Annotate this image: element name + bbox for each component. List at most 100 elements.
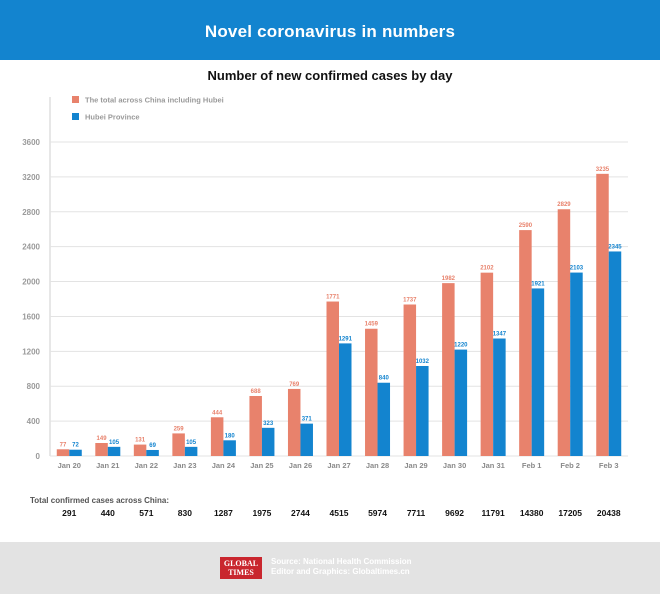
total-cases-value: 830 — [178, 508, 192, 518]
y-tick-label: 400 — [27, 417, 41, 426]
bar-total-china — [56, 449, 70, 456]
total-cases-value: 4515 — [330, 508, 349, 518]
data-label-hubei: 105 — [109, 440, 120, 446]
y-tick-label: 3600 — [22, 138, 40, 147]
total-cases-value: 291 — [62, 508, 76, 518]
total-cases-value: 20438 — [597, 508, 621, 518]
y-tick-label: 2400 — [22, 243, 40, 252]
data-label-hubei: 2103 — [570, 266, 584, 272]
data-label-total-china: 2590 — [519, 223, 533, 229]
bar-chart: 0 400 800 1200 1600 2000 2400 2800 3200 3600 77 72 J… — [22, 96, 628, 518]
bar-hubei — [184, 446, 198, 456]
data-label-hubei: 840 — [379, 376, 390, 382]
bar-total-china — [365, 328, 378, 456]
data-label-hubei: 1220 — [454, 343, 468, 349]
data-label-hubei: 1347 — [493, 332, 507, 338]
x-tick-label: Jan 30 — [443, 461, 466, 470]
data-label-hubei: 180 — [225, 433, 236, 439]
y-tick-label: 2000 — [22, 278, 40, 287]
header-banner: Novel coronavirus in numbers — [0, 0, 660, 60]
x-tick-label: Jan 29 — [404, 461, 427, 470]
bar-hubei — [223, 440, 236, 456]
source-text: Source: National Health Commission — [271, 557, 412, 566]
legend-swatch — [72, 113, 79, 120]
data-label-hubei: 105 — [186, 440, 197, 446]
bar-hubei — [107, 446, 121, 456]
data-label-hubei: 69 — [149, 443, 156, 449]
totals-label: Total confirmed cases across China: — [30, 496, 170, 505]
bar-total-china — [403, 304, 417, 456]
bar-total-china — [95, 443, 108, 456]
bar-hubei — [146, 449, 159, 456]
data-label-total-china: 688 — [251, 389, 262, 395]
x-tick-label: Jan 21 — [96, 461, 119, 470]
bar-total-china — [519, 230, 532, 456]
y-tick-label: 3200 — [22, 173, 40, 182]
bar-total-china — [480, 272, 494, 456]
data-label-total-china: 3235 — [596, 167, 610, 173]
data-label-total-china: 259 — [174, 426, 185, 432]
x-tick-label: Jan 23 — [173, 461, 196, 470]
total-cases-value: 14380 — [520, 508, 544, 518]
data-label-hubei: 371 — [302, 417, 313, 423]
bar-hubei — [493, 338, 506, 456]
bar-total-china — [442, 283, 455, 456]
total-cases-value: 571 — [139, 508, 153, 518]
bar-hubei — [377, 382, 391, 456]
data-label-total-china: 77 — [60, 442, 67, 448]
total-cases-value: 1287 — [214, 508, 233, 518]
data-label-total-china: 149 — [97, 436, 108, 442]
x-tick-label: Jan 31 — [481, 461, 504, 470]
bar-total-china — [326, 301, 339, 456]
page-title: Novel coronavirus in numbers — [204, 22, 456, 41]
bar-hubei — [261, 427, 275, 456]
x-tick-label: Feb 3 — [599, 461, 619, 470]
legend-swatch — [72, 96, 79, 103]
total-cases-value: 11791 — [482, 508, 505, 518]
y-tick-label: 0 — [36, 452, 41, 461]
data-label-total-china: 769 — [289, 382, 300, 388]
x-tick-label: Feb 2 — [560, 461, 580, 470]
bar-hubei — [531, 288, 545, 456]
bar-total-china — [172, 433, 185, 456]
y-tick-label: 1200 — [22, 347, 40, 356]
footer: GLOBAL TIMES Source: National Health Comm… — [0, 542, 660, 594]
data-label-hubei: 323 — [263, 421, 274, 427]
bar-hubei — [570, 272, 583, 456]
total-cases-value: 17205 — [558, 508, 582, 518]
x-tick-label: Jan 25 — [250, 461, 273, 470]
y-tick-label: 2800 — [22, 208, 40, 217]
total-cases-value: 440 — [101, 508, 115, 518]
data-label-hubei: 1921 — [531, 281, 545, 287]
footer-credits: Source: National Health Commission Edito… — [271, 557, 411, 577]
bar-total-china — [249, 395, 262, 456]
bar-hubei — [608, 251, 622, 456]
x-tick-label: Feb 1 — [522, 461, 542, 470]
chart-title: Number of new confirmed cases by day — [207, 68, 453, 83]
total-cases-value: 7711 — [407, 508, 426, 518]
data-label-total-china: 131 — [135, 438, 146, 444]
bar-hubei — [454, 349, 468, 456]
total-cases-value: 9692 — [445, 508, 464, 518]
bar-total-china — [596, 173, 609, 456]
data-label-hubei: 72 — [72, 443, 79, 449]
x-tick-label: Jan 26 — [289, 461, 312, 470]
data-label-hubei: 1291 — [339, 336, 353, 342]
bar-hubei — [339, 343, 352, 456]
legend-label: The total across China including Hubei — [85, 96, 224, 105]
legend-label: Hubei Province — [85, 113, 140, 122]
y-tick-label: 1600 — [22, 312, 40, 321]
y-tick-label: 800 — [27, 382, 41, 391]
bar-total-china — [287, 388, 301, 456]
bar-hubei — [416, 365, 429, 456]
bar-total-china — [210, 417, 224, 456]
data-label-hubei: 1032 — [416, 359, 430, 365]
bar-hubei — [300, 423, 313, 456]
x-tick-label: Jan 20 — [58, 461, 81, 470]
global-times-logo: GLOBAL TIMES — [220, 557, 262, 579]
x-tick-label: Jan 22 — [135, 461, 158, 470]
total-cases-value: 2744 — [291, 508, 310, 518]
total-cases-value: 5974 — [368, 508, 387, 518]
total-cases-value: 1975 — [252, 508, 271, 518]
x-tick-label: Jan 28 — [366, 461, 389, 470]
